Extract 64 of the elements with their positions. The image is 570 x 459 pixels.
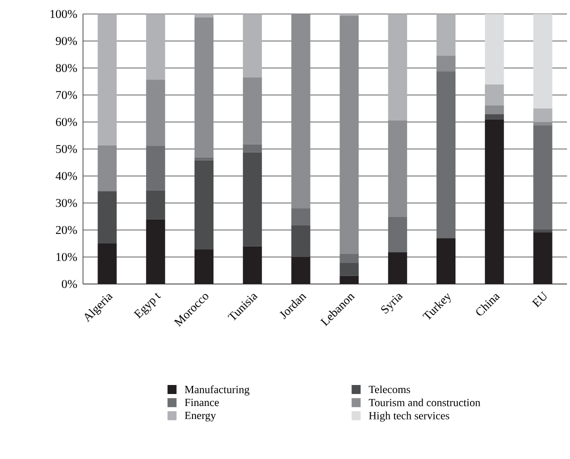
bar	[194, 249, 214, 284]
bar	[242, 152, 262, 246]
bar	[242, 246, 262, 284]
legend-label: Energy	[184, 412, 216, 422]
bar	[484, 114, 504, 120]
y-tick-label: 20%	[56, 226, 77, 234]
bar	[436, 56, 456, 72]
y-tick-label: 70%	[56, 90, 77, 100]
bar	[484, 14, 504, 84]
bar	[533, 14, 552, 108]
bar	[388, 14, 408, 120]
bar	[98, 191, 117, 244]
bar	[533, 232, 552, 284]
bar	[340, 262, 359, 276]
y-tick-label: 100%	[50, 10, 77, 18]
legend-label: Manufacturing	[184, 385, 250, 396]
bar	[194, 17, 214, 158]
bar	[484, 84, 504, 106]
bar	[146, 146, 166, 190]
bar	[436, 72, 456, 238]
bar	[388, 217, 408, 252]
bar	[98, 145, 117, 192]
bar	[533, 126, 552, 230]
bar	[436, 238, 456, 284]
bar	[146, 14, 166, 80]
bar	[533, 108, 552, 122]
bar	[291, 257, 310, 284]
bar	[291, 208, 310, 226]
legend-label: High tech services	[368, 412, 450, 422]
bar	[533, 122, 552, 126]
y-tick-label: 0%	[62, 280, 77, 288]
bar	[242, 144, 262, 152]
y-tick-label: 40%	[56, 172, 77, 180]
y-tick-label: 90%	[56, 36, 77, 46]
bar	[484, 119, 504, 284]
bar	[388, 252, 408, 284]
bar	[98, 244, 117, 284]
y-tick-label: 10%	[56, 252, 77, 262]
bar	[291, 14, 310, 208]
bar	[242, 77, 262, 144]
legend-label: Finance	[184, 398, 219, 406]
legend-label: Tourism and construction	[368, 398, 480, 406]
bar	[146, 190, 166, 220]
bar	[242, 14, 262, 78]
bar	[436, 14, 456, 56]
y-tick-label: 60%	[56, 118, 77, 126]
bar	[388, 120, 408, 218]
bar	[194, 160, 214, 250]
bar	[340, 16, 359, 254]
bar	[194, 14, 214, 18]
bar	[340, 254, 359, 263]
bar	[533, 229, 552, 232]
bar	[484, 106, 504, 114]
bar	[146, 219, 166, 284]
bar	[98, 14, 117, 146]
legend-label: Telecoms	[368, 385, 410, 394]
bar	[340, 276, 359, 284]
y-tick-label: 50%	[56, 144, 77, 154]
y-tick-label: 30%	[56, 198, 77, 208]
bar	[194, 157, 214, 160]
x-tick-label: EU	[532, 291, 546, 308]
bar	[146, 80, 166, 146]
y-tick-label: 80%	[56, 64, 77, 72]
bar	[291, 225, 310, 257]
